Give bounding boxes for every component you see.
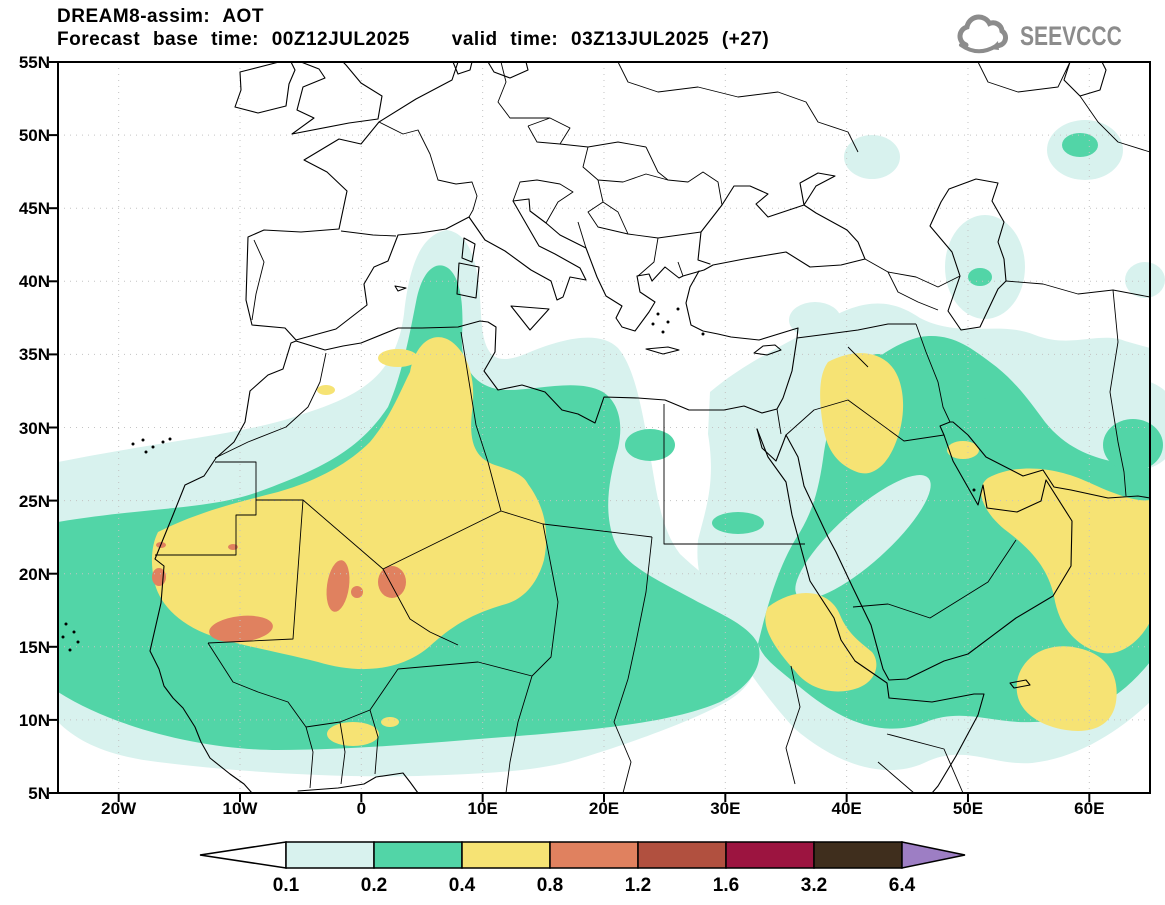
islands (394, 237, 1031, 689)
lat-tick-label: 55N (18, 53, 50, 72)
forecast-base-time: Forecast base time: 00Z12JUL2025 (57, 29, 410, 50)
cloud-icon (957, 14, 1009, 54)
lon-tick-label: 30E (710, 799, 741, 818)
colorbar-legend: 0.1 0.2 0.4 0.8 1.2 1.6 3.2 6.4 (199, 841, 966, 905)
lat-tick-label: 50N (18, 126, 50, 146)
lon-tick-label: 0 (356, 799, 367, 818)
lon-tick-label: 20E (588, 799, 620, 818)
lat-tick-label: 15N (18, 637, 50, 657)
lat-tick-label: 40N (18, 272, 50, 292)
aot-level-0.8 (152, 542, 406, 643)
colorbar-tick-label: 0.4 (449, 875, 476, 896)
lat-tick-label: 30N (18, 418, 50, 438)
colorbar-tick-label: 0.2 (361, 875, 387, 896)
small-islands-dots (61, 307, 976, 652)
colorbar-canvas: 0.1 0.2 0.4 0.8 1.2 1.6 3.2 6.4 (199, 841, 966, 896)
lon-tick-label: 10E (467, 799, 498, 818)
lon-tick-label: 40E (831, 799, 862, 818)
map-frame (57, 61, 1151, 794)
axis-ticks (49, 61, 1091, 802)
map-canvas (49, 61, 1165, 802)
lon-tick-label: 20W (101, 799, 137, 818)
header: DREAM8-assim: AOT Forecast base time: 00… (57, 5, 769, 51)
colorbar-tick-label: 1.6 (713, 875, 739, 896)
colorbar-tick-label: 6.4 (889, 875, 916, 896)
colorbar-tick-label: 3.2 (801, 875, 827, 896)
logo-text: SEEVCCC (1020, 20, 1123, 51)
lat-tick-label: 25N (18, 491, 50, 511)
map-area (49, 61, 1165, 802)
lon-tick-label: 10W (222, 799, 258, 818)
aot-arabia-pale-band (795, 475, 931, 599)
colorbar-tick-label: 1.2 (625, 875, 651, 896)
coastlines (149, 61, 1151, 794)
lon-tick-label: 50E (952, 799, 984, 818)
aot-level-0.4 (151, 337, 1150, 746)
colorbar-tick-label: 0.1 (273, 875, 300, 896)
lat-tick-label: 20N (18, 564, 50, 584)
seevccc-logo: SEEVCCC (952, 14, 1151, 58)
lat-tick-label: 35N (18, 345, 50, 365)
valid-time: valid time: 03Z13JUL2025 (+27) (451, 29, 770, 50)
time-line: Forecast base time: 00Z12JUL2025 valid ti… (57, 28, 769, 51)
lat-tick-label: 10N (18, 710, 50, 730)
graticule-grid (58, 62, 1150, 793)
country-borders (155, 61, 1151, 794)
colorbar-tick-label: 0.8 (537, 875, 563, 896)
page-title: DREAM8-assim: AOT (57, 6, 264, 27)
lon-tick-label: 60E (1074, 799, 1105, 818)
lat-tick-label: 45N (18, 199, 50, 219)
lat-tick-label: 5N (28, 784, 50, 803)
